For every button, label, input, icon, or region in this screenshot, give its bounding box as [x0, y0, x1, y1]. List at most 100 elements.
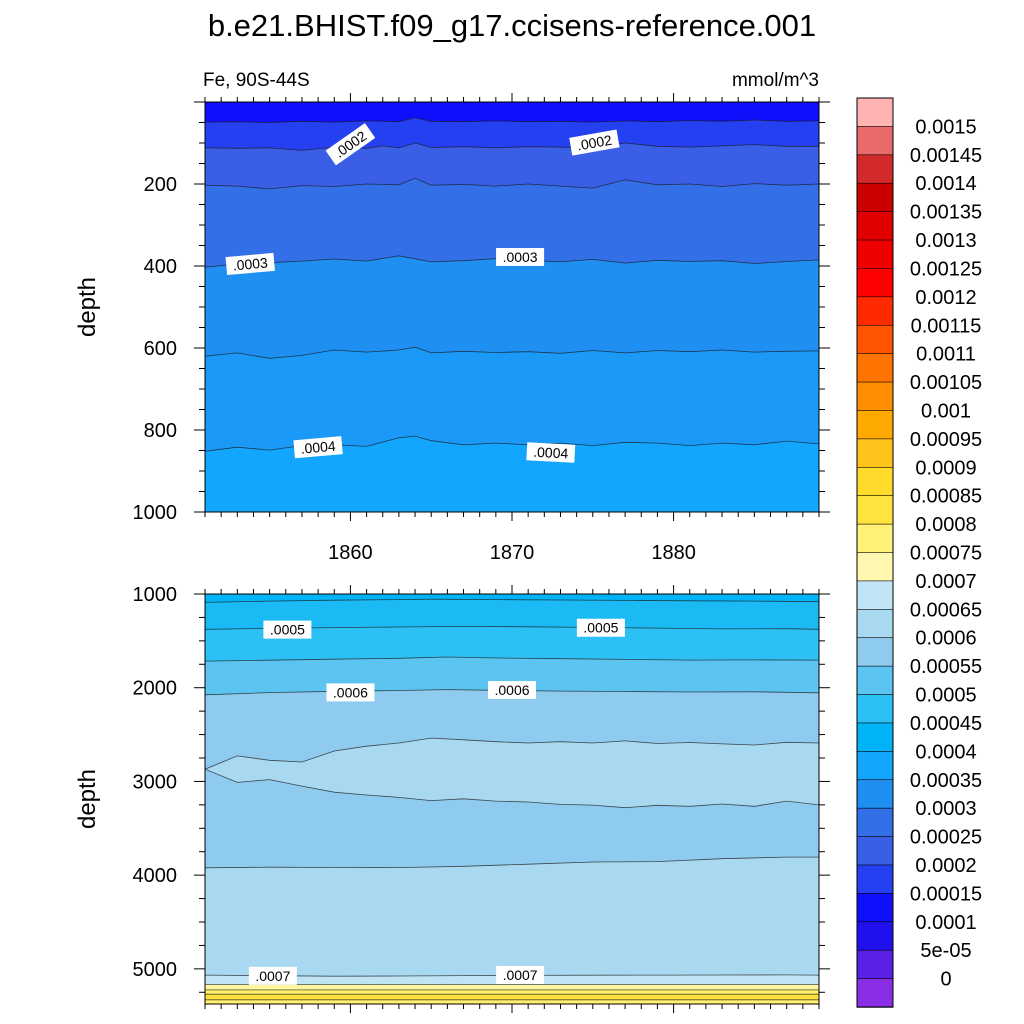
- colorbar-box-23: [856, 751, 894, 781]
- colorbar-label: 0.00045: [910, 713, 982, 735]
- colorbar-label: 0.00135: [910, 202, 982, 224]
- colorbar-label: 0.0004: [915, 741, 976, 763]
- colorbar-label: 0.0006: [915, 628, 976, 650]
- colorbar-label: 0.0001: [915, 912, 976, 934]
- contour-label-lower-0: .0005: [263, 620, 312, 639]
- contour-line-3: [205, 656, 819, 662]
- y-tick-label: 800: [144, 420, 177, 442]
- y-tick-label: 1000: [133, 502, 178, 524]
- colorbar-label: 0.00065: [910, 599, 982, 621]
- y-tick-label: 400: [144, 256, 177, 278]
- colorbar-box-26: [856, 836, 894, 866]
- contour-label-upper-3: .0003: [496, 247, 545, 266]
- contour-label-text: .0007: [503, 967, 538, 983]
- contour-line-5: [205, 737, 819, 770]
- contour-label-text: .0003: [503, 249, 538, 265]
- colorbar-label: 0.00075: [910, 543, 982, 565]
- contour-label-bg: [569, 129, 620, 156]
- contour-label-lower-3: .0006: [488, 681, 536, 700]
- x-axis-lower: [204, 585, 820, 1013]
- contour-label-lower-5: .0007: [496, 965, 545, 984]
- colorbar-label: 0.00115: [911, 315, 982, 337]
- colorbar-box-17: [856, 580, 894, 611]
- contour-label-upper-5: .0004: [526, 442, 576, 463]
- colorbar-label: 0.0015: [915, 116, 976, 138]
- chart-title: b.e21.BHIST.f09_g17.ccisens-reference.00…: [208, 8, 816, 43]
- contour-label-text: .0004: [533, 444, 569, 462]
- colorbar-box-27: [856, 864, 894, 895]
- subtitle-left: Fe, 90S-44S: [203, 70, 310, 91]
- colorbar-label: 0.0011: [916, 344, 976, 366]
- colorbar-box-25: [856, 807, 894, 838]
- contour-line-3: [205, 177, 819, 190]
- contour-label-bg: [526, 442, 576, 463]
- colorbar-box-8: [856, 324, 894, 355]
- colorbar-box-1: [856, 126, 894, 156]
- colorbar-label: 0.00125: [910, 258, 982, 280]
- contour-band-7: [205, 857, 819, 1004]
- colorbar-box-9: [856, 353, 894, 383]
- contour-label-text: .0005: [583, 620, 618, 636]
- contour-label-lower-1: .0005: [576, 618, 625, 637]
- y-axis-label: depth: [74, 277, 101, 337]
- colorbar-label: 0.00095: [910, 429, 982, 451]
- colorbar-label: 0.0014: [915, 173, 976, 195]
- contour-label-bg: [325, 123, 376, 166]
- colorbar-box-28: [856, 893, 894, 923]
- colorbar-box-29: [856, 921, 894, 951]
- y-tick-label: 600: [144, 338, 177, 360]
- contour-line-1: [205, 117, 819, 123]
- contour-label-bg: [576, 618, 625, 637]
- colorbar-box-19: [856, 637, 894, 667]
- x-tick-label: 1860: [328, 542, 373, 564]
- y-axis-upper: 200 400 600 800 1000: [133, 101, 830, 524]
- x-tick-label: 1870: [490, 542, 535, 564]
- y-tick-label: 200: [144, 174, 177, 196]
- plot-area-lower: .0005 .0005 .0006 .0006 .0007 .0007: [205, 594, 819, 1004]
- colorbar-label: 0.0012: [915, 287, 976, 309]
- colorbar-label: 0.00015: [910, 883, 982, 905]
- contour-label-bg: [488, 681, 536, 700]
- colorbar-box-16: [856, 552, 894, 582]
- contour-label-bg: [496, 247, 545, 266]
- y-tick-label: 2000: [133, 678, 178, 700]
- colorbar-label: 0.0009: [915, 457, 976, 479]
- contour-band-6: [205, 436, 819, 512]
- contour-line-7: [205, 856, 819, 869]
- contour-label-bg: [293, 436, 343, 459]
- colorbar-label: 0.001: [921, 400, 971, 422]
- colorbar-label: 0.0007: [915, 571, 976, 593]
- colorbar-label: 0.00145: [910, 145, 982, 167]
- colorbar-box-11: [856, 410, 894, 440]
- contour-label-bg: [248, 966, 297, 985]
- contour-label-upper-2: .0003: [225, 252, 275, 276]
- contour-label-text: .0004: [300, 438, 337, 457]
- y-tick-label: 3000: [133, 771, 178, 793]
- colorbar-label: 0.00025: [910, 827, 982, 849]
- contour-label-bg: [225, 252, 275, 276]
- colorbar: 0.0015 0.00145 0.0014 0.00135 0.0013 0.00125 0…: [856, 97, 982, 1008]
- y-tick-label: 5000: [133, 959, 178, 981]
- colorbar-box-12: [856, 438, 894, 468]
- contour-line-6: [205, 768, 819, 809]
- colorbar-label: 0.00105: [910, 372, 982, 394]
- colorbar-box-5: [856, 239, 894, 270]
- contour-line-2: [205, 142, 819, 151]
- y-tick-label: 1000: [133, 584, 178, 606]
- colorbar-label: 0.0013: [915, 230, 976, 252]
- colorbar-frame: [856, 97, 894, 1008]
- colorbar-label: 0.0003: [915, 798, 976, 820]
- colorbar-box-31: [856, 978, 894, 1008]
- contour-line-2: [205, 626, 819, 630]
- x-axis-upper: 1860 1870 1880: [204, 93, 820, 564]
- contour-label-bg: [263, 620, 312, 639]
- contour-label-text: .0005: [270, 622, 305, 638]
- contour-label-lower-4: .0007: [248, 966, 297, 985]
- plot-area-upper: .0002.0002.0003.0003.0004.0004: [205, 102, 819, 512]
- contour-label-upper-4: .0004: [293, 436, 343, 459]
- contour-line-1: [205, 598, 819, 603]
- colorbar-box-3: [856, 182, 894, 213]
- colorbar-box-0: [856, 97, 894, 128]
- colorbar-label: 0.00055: [910, 656, 982, 678]
